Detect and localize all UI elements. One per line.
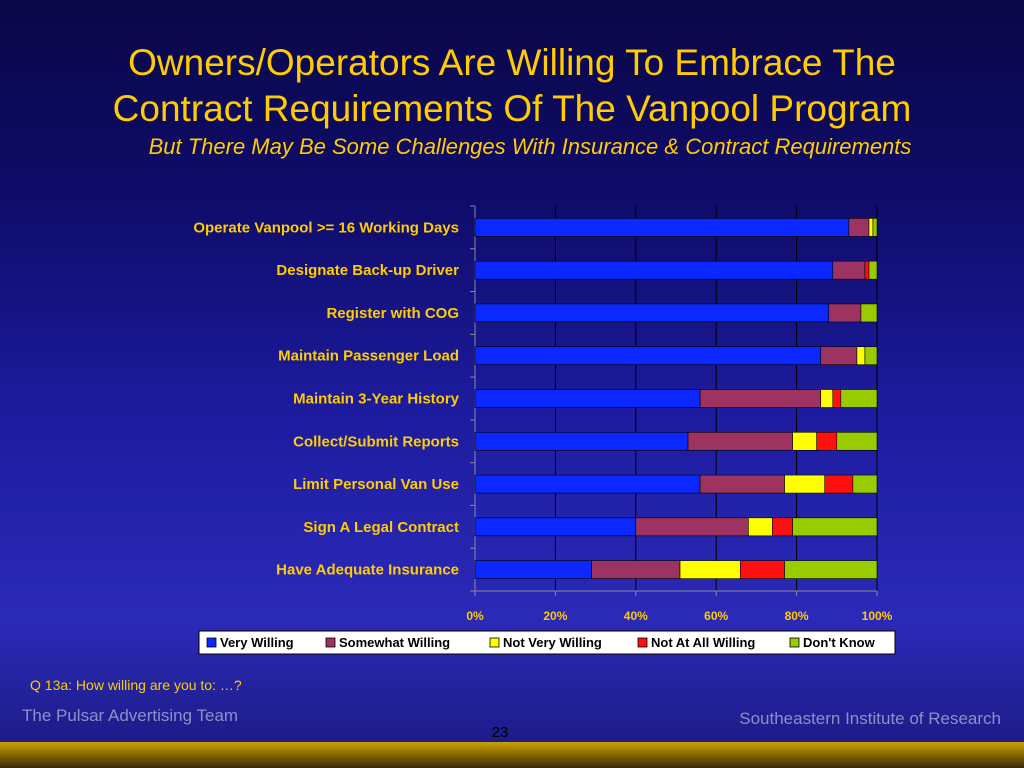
legend-label: Very Willing (220, 635, 294, 650)
bar-segment (832, 389, 842, 408)
bar-segment (687, 431, 793, 451)
footer-team-name: The Pulsar Advertising Team (22, 706, 239, 725)
bar-segment (474, 474, 701, 494)
question-note: Q 13a: How willing are you to: …? (30, 677, 242, 693)
bar-segment (474, 303, 830, 323)
category-label: Collect/Submit Reports (293, 433, 459, 450)
bar-segment (860, 303, 878, 323)
bar-segment (699, 474, 785, 494)
category-label: Maintain 3-Year History (293, 391, 460, 408)
bar-segment (820, 389, 834, 408)
bar-segment (772, 517, 793, 537)
bar-segment (832, 260, 866, 280)
chart-legend (198, 630, 896, 655)
bar-segment (792, 431, 818, 451)
bar-segment (852, 474, 878, 494)
bar-segment (635, 517, 749, 537)
footer-band (0, 742, 1024, 768)
legend-label: Not Very Willing (503, 635, 602, 650)
category-label: Limit Personal Van Use (293, 476, 459, 493)
bar-segment (872, 218, 878, 237)
category-label: Designate Back-up Driver (276, 262, 459, 279)
x-tick-label: 100% (862, 609, 893, 623)
bar-segment (474, 431, 689, 451)
page-number: 23 (491, 724, 509, 741)
legend-swatch (325, 637, 336, 648)
bar-segment (868, 218, 874, 237)
x-tick-label: 60% (704, 609, 728, 623)
title-line-1: Owners/Operators Are Willing To Embrace … (128, 42, 896, 83)
category-label: Maintain Passenger Load (278, 348, 459, 365)
category-label: Sign A Legal Contract (303, 519, 459, 536)
bar-segment (840, 389, 878, 408)
bar-segment (474, 517, 637, 537)
x-tick-label: 20% (543, 609, 567, 623)
bar-segment (699, 389, 822, 408)
x-tick-label: 80% (785, 609, 809, 623)
bar-segment (816, 431, 838, 451)
legend-swatch (637, 637, 648, 648)
bar-segment (474, 260, 834, 280)
bar-segment (591, 560, 681, 579)
category-label: Register with COG (326, 305, 459, 322)
legend-label: Not At All Willing (651, 635, 755, 650)
legend-swatch (489, 637, 500, 648)
bar-segment (474, 346, 822, 366)
bar-segment (820, 346, 858, 366)
bar-segment (864, 260, 870, 280)
bar-segment (828, 303, 862, 323)
x-tick-label: 40% (624, 609, 648, 623)
x-tick-label: 0% (466, 609, 484, 623)
legend-swatch (789, 637, 800, 648)
bar-segment (868, 260, 878, 280)
legend-swatch (206, 637, 217, 648)
slide-title: Owners/Operators Are Willing To Embrace … (0, 40, 1024, 132)
bar-segment (792, 517, 878, 537)
bar-segment (474, 218, 850, 237)
category-label: Operate Vanpool >= 16 Working Days (193, 219, 459, 236)
bar-segment (784, 474, 826, 494)
legend-label: Somewhat Willing (339, 635, 450, 650)
bar-segment (748, 517, 773, 537)
bar-segment (864, 346, 878, 366)
legend-label: Don't Know (803, 635, 876, 650)
footer-institute-name: Southeastern Institute of Research (739, 709, 1001, 728)
bar-segment (784, 560, 878, 579)
slide-subtitle: But There May Be Some Challenges With In… (148, 134, 912, 159)
category-label: Have Adequate Insurance (276, 562, 459, 579)
bar-segment (824, 474, 854, 494)
bar-segment (474, 389, 701, 408)
bar-segment (679, 560, 741, 579)
stacked-bar-chart: Operate Vanpool >= 16 Working Days Design… (193, 205, 896, 655)
bar-segment (856, 346, 866, 366)
bar-segment (740, 560, 785, 579)
title-line-2: Contract Requirements Of The Vanpool Pro… (112, 88, 912, 129)
bar-segment (848, 218, 870, 237)
bar-segment (474, 560, 592, 579)
bar-segment (836, 431, 878, 451)
